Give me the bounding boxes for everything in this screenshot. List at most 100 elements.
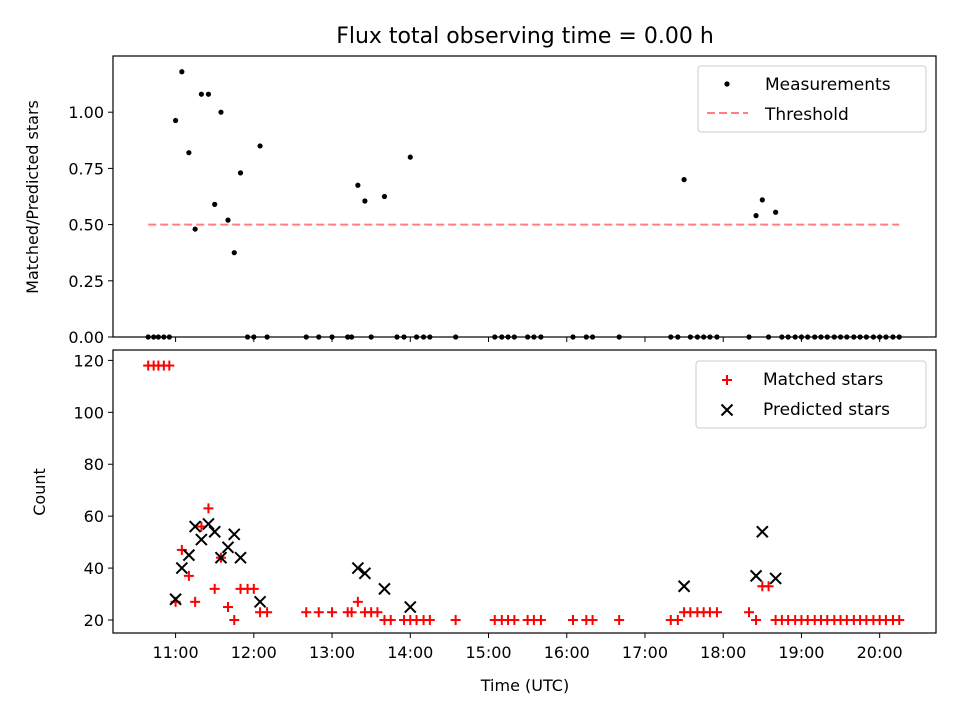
measurement-point <box>505 334 511 340</box>
measurement-point <box>687 334 693 340</box>
x-tick-label: 19:00 <box>778 643 824 662</box>
measurement-point <box>798 334 805 340</box>
top-legend: Measurements Threshold <box>697 65 927 133</box>
matched-star-point <box>385 615 396 626</box>
bottom-y-axis-label: Count <box>30 468 49 516</box>
measurement-point <box>401 334 407 340</box>
measurement-point <box>511 334 517 340</box>
matched-star-point <box>209 583 220 594</box>
predicted-star-point <box>182 548 196 562</box>
measurement-point <box>205 91 212 97</box>
measurement-point <box>707 334 713 340</box>
predicted-star-point <box>677 580 691 593</box>
predicted-star-point <box>169 593 182 606</box>
measurement-point <box>329 334 335 340</box>
measurement-point <box>668 334 674 340</box>
x-tick-label: 20:00 <box>857 643 903 662</box>
measurement-point <box>237 170 244 176</box>
measurement-point <box>883 334 889 340</box>
bottom-y-tick-label: 40 <box>84 559 104 578</box>
bottom-y-tick-label: 80 <box>84 455 104 474</box>
predicted-star-point <box>221 541 235 554</box>
bottom-plot-area: 20 40 60 80 100 120 11:00 12:00 13:00 14:00 15:00 1… <box>73 351 905 662</box>
measurement-point <box>166 334 172 340</box>
measurement-point <box>172 117 179 124</box>
measurement-point <box>225 217 231 223</box>
matched-star-point <box>327 607 338 618</box>
predicted-star-point <box>214 551 228 564</box>
measurement-point <box>583 334 589 340</box>
predicted-star-point <box>378 582 391 596</box>
top-y-tick-label: 0.25 <box>68 272 104 291</box>
matched-star-point <box>614 615 625 626</box>
matched-star-point <box>183 570 194 581</box>
predicted-star-point <box>202 517 215 531</box>
matched-star-point <box>346 607 357 618</box>
matched-star-point <box>301 607 312 618</box>
measurement-point <box>394 334 400 340</box>
bottom-y-tick-label: 100 <box>73 403 104 422</box>
measurement-point <box>453 334 459 340</box>
measurement-point <box>251 334 257 340</box>
measurement-point <box>792 334 798 340</box>
measurement-point <box>244 334 251 340</box>
x-tick-label: 17:00 <box>622 643 668 662</box>
top-y-tick-label: 0.50 <box>68 216 104 235</box>
matched-star-point <box>262 607 273 618</box>
predicted-star-point <box>749 569 763 583</box>
top-plot-area: 0.00 0.25 0.50 0.75 1.00 <box>68 69 902 347</box>
measurement-point <box>589 334 596 340</box>
matched-star-point <box>587 615 598 626</box>
top-legend-box <box>697 65 927 133</box>
measurement-point <box>896 334 902 340</box>
top-y-tick-label: 1.00 <box>68 103 104 122</box>
matched-star-point <box>229 615 240 626</box>
matched-star-point <box>509 615 520 626</box>
measurement-point <box>675 334 681 340</box>
measurement-point <box>616 334 622 340</box>
predicted-star-point <box>208 525 221 538</box>
measurement-point <box>413 334 420 340</box>
predicted-star-point <box>195 533 208 546</box>
measurement-point <box>303 334 309 340</box>
matched-star-point <box>190 596 201 607</box>
measurement-point <box>218 109 224 115</box>
measurement-point <box>890 334 896 340</box>
measurement-point <box>765 334 772 340</box>
bottom-y-tick-label: 60 <box>84 507 104 526</box>
measurement-point <box>355 182 361 188</box>
matched-star-point <box>176 544 187 555</box>
measurement-point <box>179 69 185 75</box>
x-tick-label: 13:00 <box>309 643 355 662</box>
x-tick-label: 16:00 <box>544 643 590 662</box>
measurement-point <box>851 334 857 340</box>
top-y-tick-label: 0.00 <box>68 328 104 347</box>
measurement-point <box>570 334 576 340</box>
matched-star-point <box>535 615 546 626</box>
measurement-point <box>155 334 161 340</box>
measurement-point <box>349 334 355 340</box>
matched-star-point <box>672 615 683 626</box>
measurement-point <box>192 226 198 232</box>
legend-threshold-label: Threshold <box>764 105 849 125</box>
legend-x-glyph <box>720 403 734 417</box>
chart-title: Flux total observing time = 0.00 h <box>336 24 714 49</box>
bottom-axes-frame <box>112 349 937 634</box>
top-axes-frame <box>112 55 937 338</box>
measurement-point <box>345 334 351 340</box>
bottom-y-tick-label: 120 <box>73 351 104 370</box>
measurement-point <box>753 213 759 219</box>
measurement-point <box>538 334 544 340</box>
x-tick-label: 12:00 <box>231 643 277 662</box>
measurement-point <box>759 197 765 203</box>
bottom-y-tick-label: 20 <box>84 611 104 630</box>
measurement-point <box>857 334 863 340</box>
matched-star-point <box>223 602 234 613</box>
measurement-point <box>212 201 218 207</box>
x-axis-label: Time (UTC) <box>480 676 569 695</box>
predicted-star-point <box>228 528 241 541</box>
measurement-point <box>805 334 811 340</box>
predicted-star-point <box>756 525 769 538</box>
predicted-star-point <box>351 561 365 575</box>
